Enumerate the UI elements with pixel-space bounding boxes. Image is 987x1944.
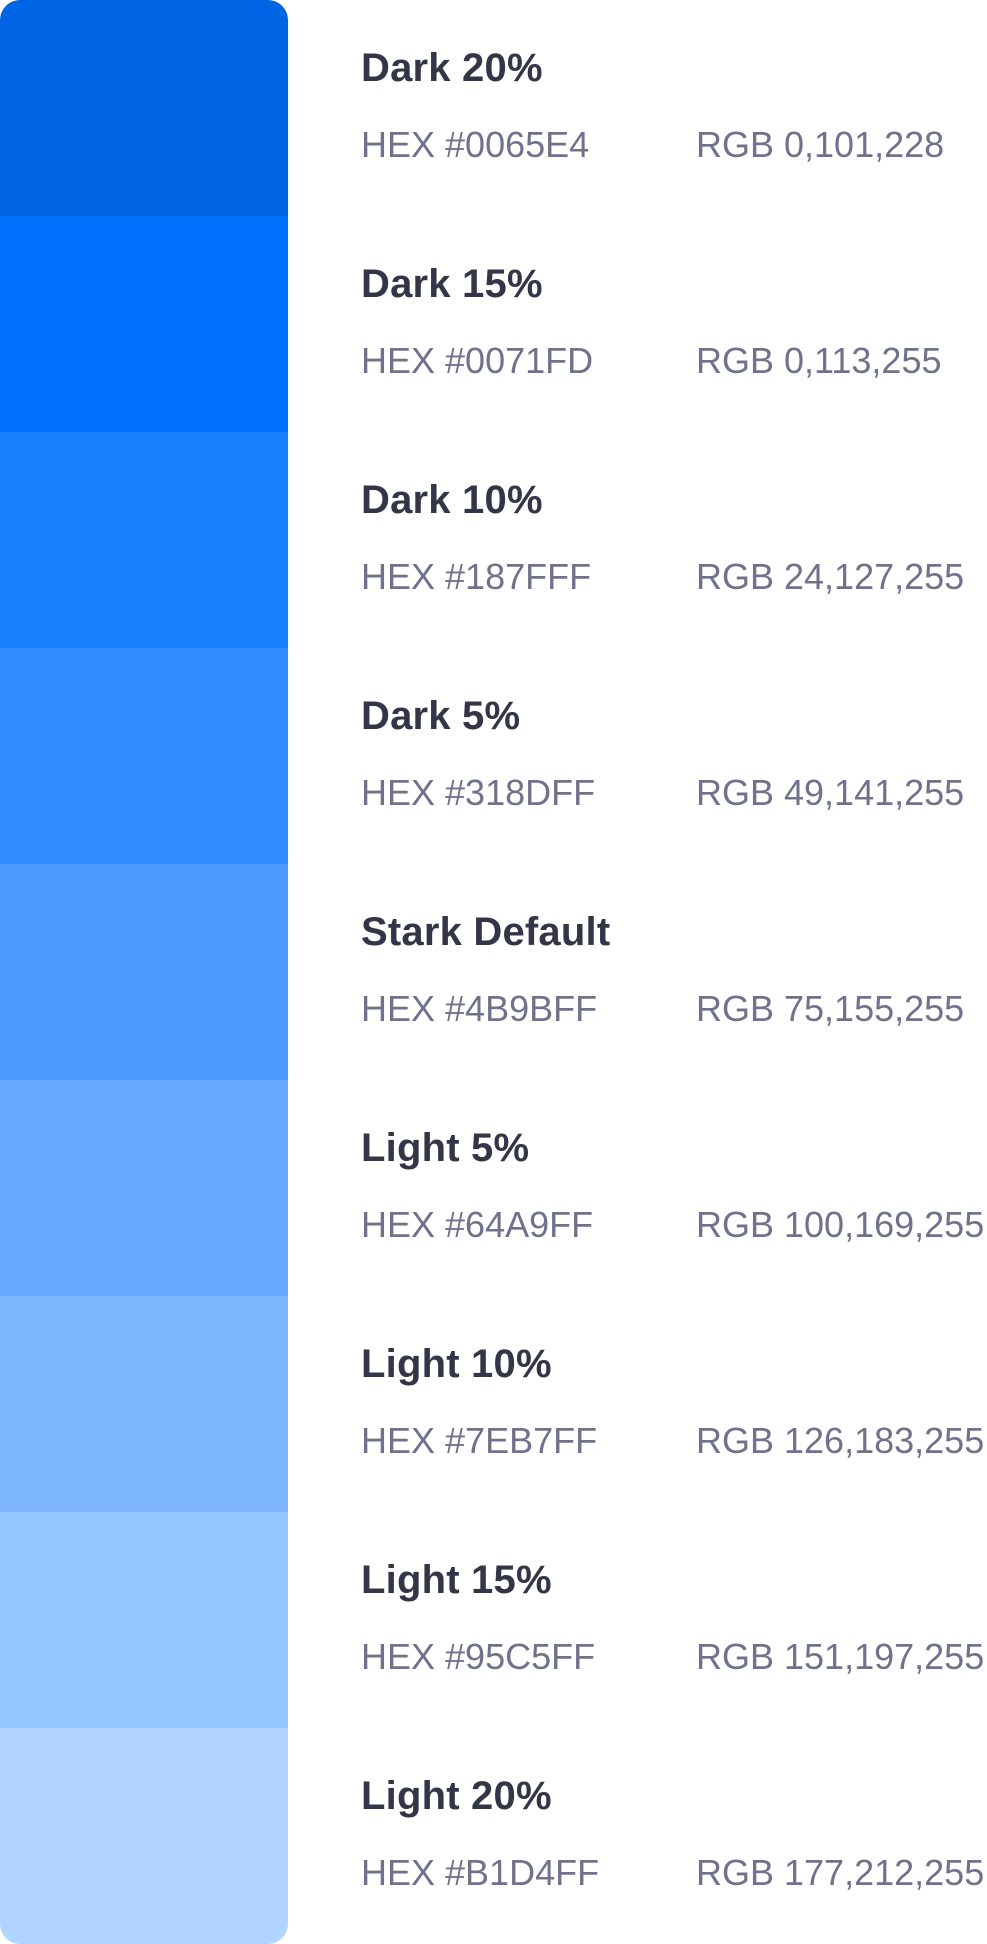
color-swatch-dark-20 [0, 0, 288, 216]
swatch-label: Dark 20% [361, 46, 543, 90]
swatch-label: Light 5% [361, 1126, 530, 1170]
swatch-hex: HEX #7EB7FF [361, 1420, 598, 1461]
color-swatch-dark-5 [0, 648, 288, 864]
swatch-column [0, 0, 288, 1944]
swatch-row: Light 20% HEX #B1D4FF RGB 177,212,255 [0, 1728, 987, 1944]
swatch-label: Light 15% [361, 1558, 552, 1602]
swatch-hex: HEX #95C5FF [361, 1636, 596, 1677]
swatch-row: Light 5% HEX #64A9FF RGB 100,169,255 [0, 1080, 987, 1296]
color-swatch-light-10 [0, 1296, 288, 1512]
swatch-hex: HEX #0065E4 [361, 124, 590, 165]
swatch-row: Light 15% HEX #95C5FF RGB 151,197,255 [0, 1512, 987, 1728]
swatch-row: Dark 20% HEX #0065E4 RGB 0,101,228 [0, 0, 987, 216]
swatch-rgb: RGB 24,127,255 [696, 556, 965, 597]
swatch-row: Stark Default HEX #4B9BFF RGB 75,155,255 [0, 864, 987, 1080]
swatch-rgb: RGB 0,101,228 [696, 124, 945, 165]
swatch-row: Light 10% HEX #7EB7FF RGB 126,183,255 [0, 1296, 987, 1512]
swatch-label: Dark 5% [361, 694, 521, 738]
swatch-rgb: RGB 49,141,255 [696, 772, 965, 813]
swatch-hex: HEX #B1D4FF [361, 1852, 600, 1893]
swatch-hex: HEX #0071FD [361, 340, 594, 381]
swatch-label: Stark Default [361, 910, 611, 954]
swatch-rgb: RGB 126,183,255 [696, 1420, 985, 1461]
swatch-rgb: RGB 0,113,255 [696, 340, 942, 381]
color-swatch-dark-15 [0, 216, 288, 432]
swatch-label: Light 20% [361, 1774, 552, 1818]
color-swatch-light-5 [0, 1080, 288, 1296]
swatch-rgb: RGB 177,212,255 [696, 1852, 985, 1893]
swatch-row: Dark 5% HEX #318DFF RGB 49,141,255 [0, 648, 987, 864]
swatch-rgb: RGB 100,169,255 [696, 1204, 985, 1245]
color-swatch-stark-default [0, 864, 288, 1080]
swatch-hex: HEX #4B9BFF [361, 988, 598, 1029]
swatch-rgb: RGB 151,197,255 [696, 1636, 985, 1677]
swatch-hex: HEX #318DFF [361, 772, 596, 813]
swatch-hex: HEX #64A9FF [361, 1204, 594, 1245]
swatch-hex: HEX #187FFF [361, 556, 592, 597]
color-swatch-light-20 [0, 1728, 288, 1944]
swatch-row: Dark 10% HEX #187FFF RGB 24,127,255 [0, 432, 987, 648]
swatch-row: Dark 15% HEX #0071FD RGB 0,113,255 [0, 216, 987, 432]
swatch-rgb: RGB 75,155,255 [696, 988, 965, 1029]
swatch-label: Light 10% [361, 1342, 552, 1386]
color-swatch-light-15 [0, 1512, 288, 1728]
swatch-label: Dark 15% [361, 262, 543, 306]
swatch-label: Dark 10% [361, 478, 543, 522]
color-swatch-dark-10 [0, 432, 288, 648]
